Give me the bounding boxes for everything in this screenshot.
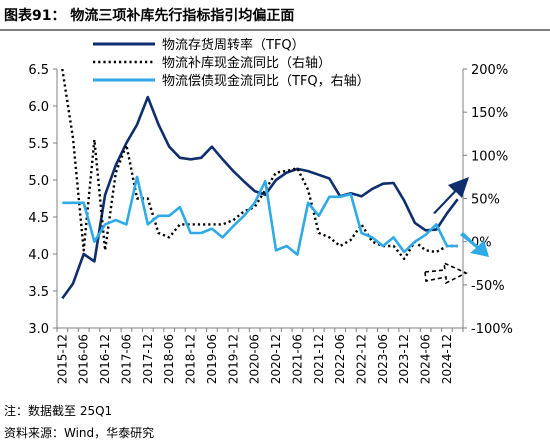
x-tick-label: 2021-12 xyxy=(312,334,326,384)
left-tick-label: 6.0 xyxy=(28,100,49,115)
x-tick-label: 2015-12 xyxy=(55,334,69,384)
navy-up-arrow xyxy=(433,177,469,214)
right-tick-label: 200% xyxy=(471,63,508,78)
x-tick-label: 2021-06 xyxy=(290,334,304,384)
title-bar: 图表91： 物流三项补库先行指标指引均偏正面 xyxy=(0,0,550,31)
x-tick-label: 2019-12 xyxy=(226,334,240,384)
chart-legend: 物流存货周转率（TFQ） 物流补库现金流同比（右轴） 物流偿债现金流同比（TFQ，右… xyxy=(93,37,370,89)
chart-title: 图表91： 物流三项补库先行指标指引均偏正面 xyxy=(4,8,295,24)
left-tick-label: 3.5 xyxy=(28,285,49,300)
x-tick-label: 2022-06 xyxy=(333,334,347,384)
left-tick-label: 5.0 xyxy=(28,174,49,189)
right-tick-label: 100% xyxy=(471,149,508,164)
x-tick-label: 2017-12 xyxy=(141,334,155,384)
x-tick-label: 2020-06 xyxy=(248,334,262,384)
series-line-1 xyxy=(61,95,459,300)
legend-label-1: 物流存货周转率（TFQ） xyxy=(162,37,305,53)
dashed-right-arrow xyxy=(424,261,468,285)
x-tick-label: 2023-12 xyxy=(397,334,411,384)
chart-annotations xyxy=(424,177,489,285)
left-tick-label: 3.0 xyxy=(28,322,49,337)
left-tick-label: 4.5 xyxy=(28,211,49,226)
right-tick-label: 50% xyxy=(471,193,500,208)
series-line-3 xyxy=(62,175,458,256)
x-tick-label: 2016-06 xyxy=(77,334,91,384)
legend-label-2: 物流补库现金流同比（右轴） xyxy=(162,55,331,71)
right-tick-label: -100% xyxy=(471,322,513,337)
blue-down-arrow xyxy=(460,232,489,257)
x-tick-label: 2024-06 xyxy=(419,334,433,384)
legend-label-3: 物流偿债现金流同比（TFQ，右轴） xyxy=(162,73,370,89)
right-tick-label: 150% xyxy=(471,106,508,121)
chart-axes: 3.03.54.04.55.05.56.06.5-100%-50%0%50%10… xyxy=(28,63,513,384)
line-chart: 3.03.54.04.55.05.56.06.5-100%-50%0%50%10… xyxy=(28,37,513,384)
left-tick-label: 5.5 xyxy=(28,137,49,152)
x-tick-label: 2017-06 xyxy=(119,334,133,384)
chart-plot xyxy=(61,68,459,300)
x-tick-label: 2016-12 xyxy=(98,334,112,384)
x-tick-label: 2023-06 xyxy=(376,334,390,384)
x-tick-label: 2024-12 xyxy=(440,334,454,384)
left-tick-label: 4.0 xyxy=(28,248,49,263)
x-tick-label: 2018-06 xyxy=(162,334,176,384)
footnote: 注：数据截至 25Q1 xyxy=(4,404,113,418)
x-tick-label: 2020-12 xyxy=(269,334,283,384)
x-tick-label: 2022-12 xyxy=(355,334,369,384)
series-line-2 xyxy=(61,68,458,261)
x-tick-label: 2019-06 xyxy=(205,334,219,384)
x-tick-label: 2018-12 xyxy=(184,334,198,384)
left-tick-label: 6.5 xyxy=(28,63,49,78)
source-note: 资料来源：Wind，华泰研究 xyxy=(4,426,155,440)
right-tick-label: -50% xyxy=(471,279,505,294)
